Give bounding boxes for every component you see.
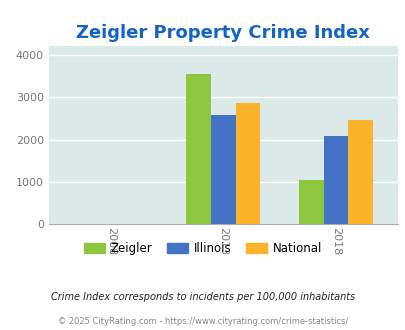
Text: Crime Index corresponds to incidents per 100,000 inhabitants: Crime Index corresponds to incidents per… xyxy=(51,292,354,302)
Bar xyxy=(185,74,210,224)
Bar xyxy=(298,180,323,224)
Bar xyxy=(323,136,347,224)
Bar xyxy=(210,115,235,224)
Title: Zeigler Property Crime Index: Zeigler Property Crime Index xyxy=(76,24,369,42)
Bar xyxy=(347,120,372,224)
Bar xyxy=(235,104,260,224)
Legend: Zeigler, Illinois, National: Zeigler, Illinois, National xyxy=(79,237,326,260)
Text: © 2025 CityRating.com - https://www.cityrating.com/crime-statistics/: © 2025 CityRating.com - https://www.city… xyxy=(58,317,347,326)
